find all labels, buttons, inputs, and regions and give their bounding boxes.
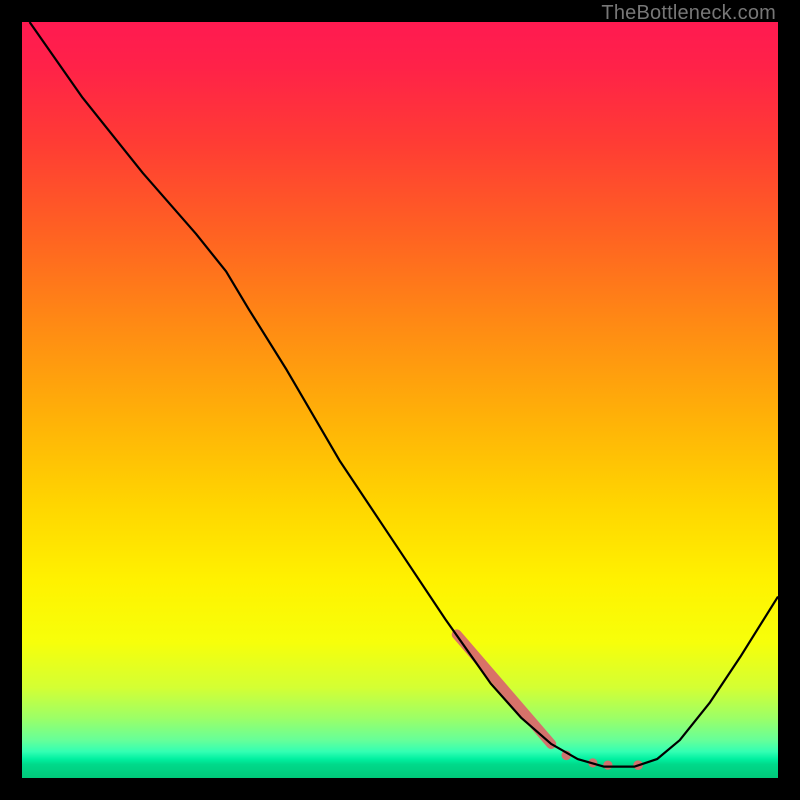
main-curve	[30, 22, 778, 767]
watermark-text: TheBottleneck.com	[601, 2, 776, 25]
chart-frame: TheBottleneck.com	[0, 0, 800, 800]
highlight-segment	[457, 634, 552, 744]
plot-area	[22, 22, 778, 778]
chart-svg	[22, 22, 778, 778]
highlight-dot	[603, 761, 612, 770]
